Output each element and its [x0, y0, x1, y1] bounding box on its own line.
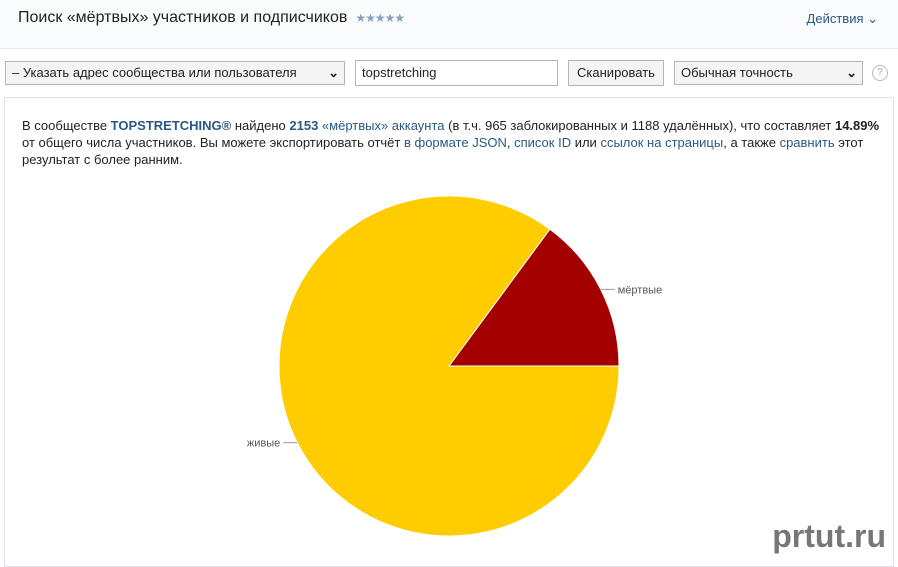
dead-percent: 14.89%: [834, 118, 880, 133]
help-icon[interactable]: ?: [872, 65, 888, 81]
community-name: TOPSTRETCHING®: [110, 118, 232, 133]
header: Поиск «мёртвых» участников и подписчиков…: [0, 0, 898, 49]
toolbar: – Указать адрес сообщества или пользоват…: [0, 60, 898, 88]
pie-label: мёртвые: [618, 284, 662, 296]
export-json-link[interactable]: в формате JSON: [403, 135, 507, 150]
source-select[interactable]: – Указать адрес сообщества или пользоват…: [5, 61, 345, 85]
summary-text: В сообществе TOPSTRETCHING® найдено 2153…: [22, 118, 880, 167]
dead-count: 2153: [289, 118, 319, 133]
rating-stars: ★★★★★: [355, 11, 405, 25]
compare-link[interactable]: сравнить: [779, 135, 835, 150]
export-id-link[interactable]: список ID: [514, 135, 572, 150]
actions-menu[interactable]: Действия ⌄: [806, 11, 878, 26]
page-title: Поиск «мёртвых» участников и подписчиков…: [18, 9, 405, 26]
chevron-down-icon: ⌄: [846, 65, 857, 80]
query-input[interactable]: topstretching: [355, 60, 558, 86]
accuracy-select[interactable]: Обычная точность ⌄: [674, 61, 863, 85]
scan-button[interactable]: Сканировать: [568, 60, 664, 86]
export-links-link[interactable]: ссылок на страницы: [600, 135, 724, 150]
chevron-down-icon: ⌄: [328, 65, 339, 80]
pie-label: живые: [247, 438, 280, 450]
dead-accounts-link[interactable]: «мёртвых» аккаунта: [321, 118, 445, 133]
pie-slice-dead: [448, 228, 620, 367]
watermark: prtut.ru: [772, 518, 886, 554]
